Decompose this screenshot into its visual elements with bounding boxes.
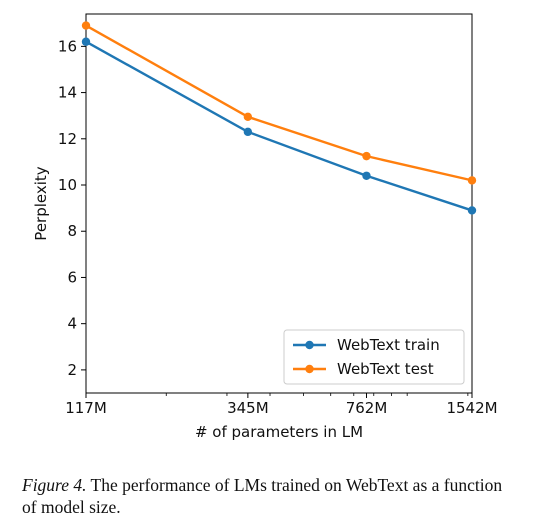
series-line [85,40,473,212]
data-point [243,112,253,122]
legend-box [283,329,465,385]
figure-caption: Figure 4. The performance of LMs trained… [22,474,517,518]
data-point [362,151,371,161]
data-point [467,206,477,215]
caption-text: The performance of LMs trained on WebTex… [22,475,503,517]
x-tick-label: 117M [65,399,107,417]
chart-figure: 2 4 6 8 10 12 14 16 117M 345M 762M 1542M WebText tr… [32,13,498,441]
x-axis-label: # of parameters in LM [195,423,363,441]
data-point [81,21,91,30]
x-tick-label: 1542M [446,399,497,417]
y-tick-label: 8 [67,222,77,240]
x-tick-label: 345M [227,399,269,417]
y-tick-label: 4 [67,315,77,333]
y-axis-label: Perplexity [32,166,50,240]
series-line [85,24,473,182]
perplexity-chart: 2 4 6 8 10 12 14 16 117M 345M 762M 1542M WebText tr… [32,13,498,441]
data-point [243,127,253,137]
data-point [81,37,91,46]
caption-label: Figure 4. [22,475,87,495]
y-tick-label: 12 [58,130,77,148]
legend-marker [305,364,314,374]
y-tick-label: 10 [58,176,77,194]
y-tick-label: 16 [58,37,77,55]
legend-label: WebText test [337,360,434,378]
data-point [362,171,371,180]
data-point [467,176,477,185]
y-tick-label: 14 [58,84,77,102]
x-tick-label: 762M [346,399,388,417]
legend-marker [305,340,314,350]
y-tick-label: 2 [67,361,77,379]
legend-label: WebText train [337,336,440,354]
y-tick-label: 6 [67,268,77,286]
plot-frame [85,13,473,394]
